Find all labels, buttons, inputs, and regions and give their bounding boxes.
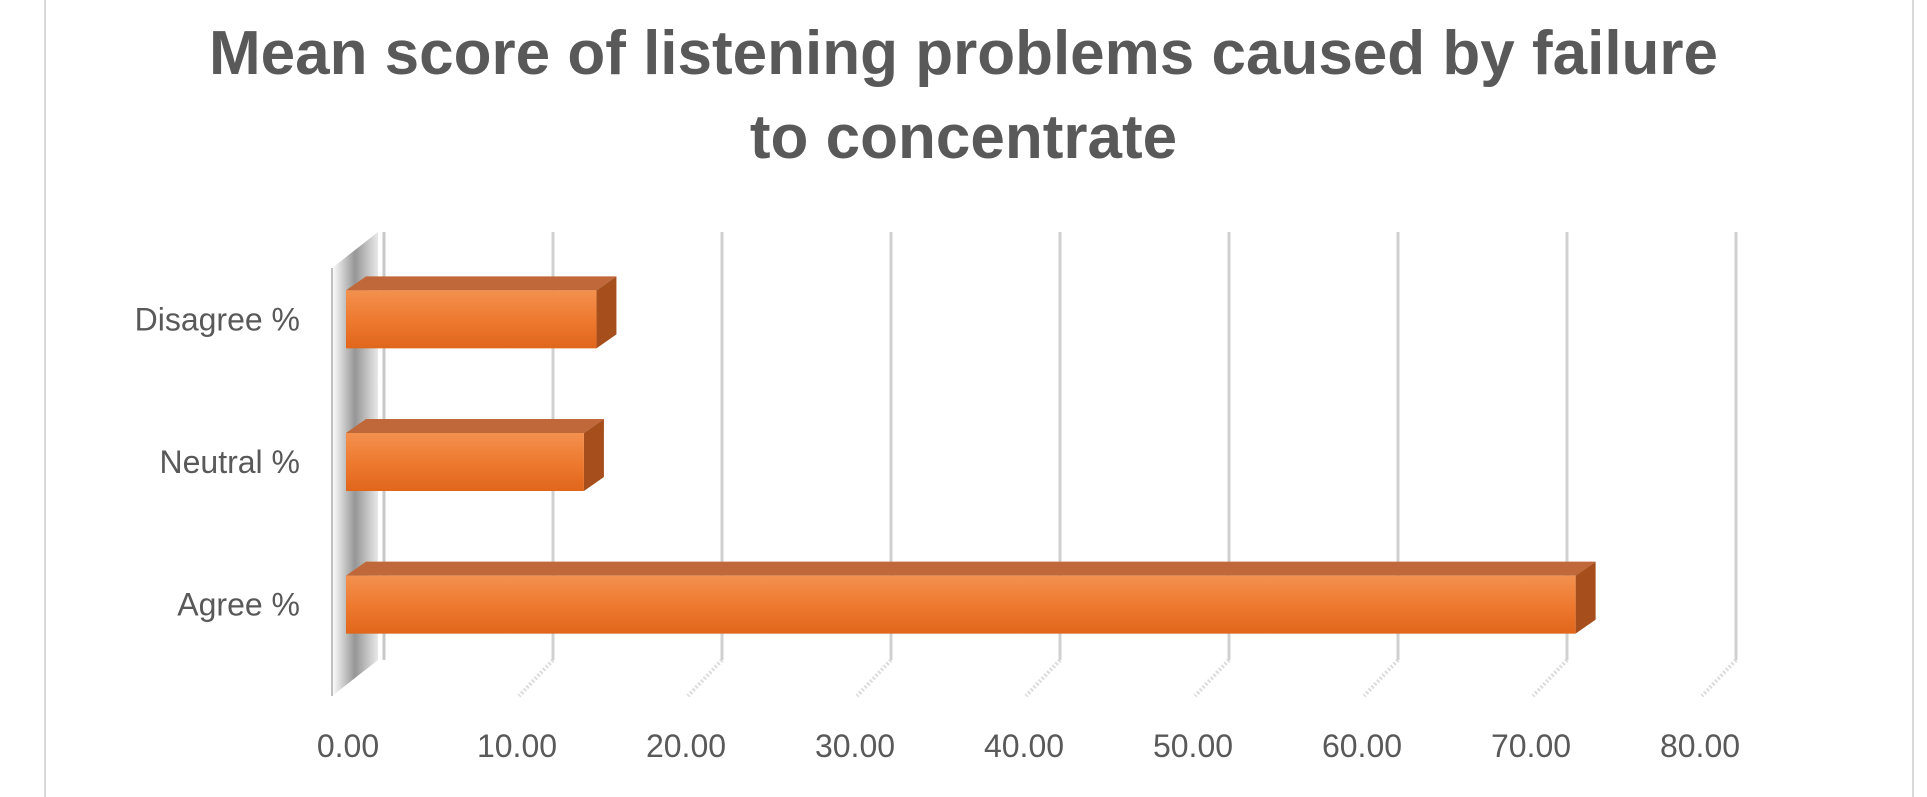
chart-title: Mean score of listening problems caused … (0, 12, 1927, 180)
bar (346, 433, 584, 491)
x-tick-label: 10.00 (477, 728, 557, 764)
chart-frame (44, 0, 1914, 797)
x-tick-label: 40.00 (984, 728, 1064, 764)
x-tick-label: 20.00 (646, 728, 726, 764)
bar-side (596, 276, 617, 349)
floor-tick (1531, 658, 1569, 698)
floor-tick (855, 658, 893, 698)
bars (346, 276, 1596, 634)
bar-top (346, 276, 617, 291)
floor-tick (1362, 658, 1400, 698)
floor-tick (1193, 658, 1231, 698)
floor-tick (686, 658, 724, 698)
x-tick-label: 30.00 (815, 728, 895, 764)
bar-side (1575, 561, 1596, 634)
bar-side (583, 419, 604, 491)
bar-top (346, 561, 1596, 576)
bar-top (346, 419, 604, 433)
y-category-label: Disagree % (135, 301, 300, 337)
y-category-label: Neutral % (160, 444, 301, 480)
floor-tick (1700, 658, 1738, 698)
x-tick-label: 80.00 (1660, 728, 1740, 764)
x-tick-label: 70.00 (1491, 728, 1571, 764)
floor-tick (517, 658, 555, 698)
floor-tick (1024, 658, 1062, 698)
x-tick-label: 0.00 (317, 728, 379, 764)
chart-title-line-2: to concentrate (749, 103, 1178, 172)
chart-title-line-1: Mean score of listening problems caused … (208, 19, 1719, 88)
axis-labels: 0.00 10.00 20.00 30.00 40.00 50.00 60.00 70.00 8… (135, 301, 1740, 764)
bar (346, 575, 1576, 634)
x-tick-label: 50.00 (1153, 728, 1233, 764)
y-category-label: Agree % (177, 587, 300, 623)
bar (346, 290, 597, 349)
x-tick-label: 60.00 (1322, 728, 1402, 764)
